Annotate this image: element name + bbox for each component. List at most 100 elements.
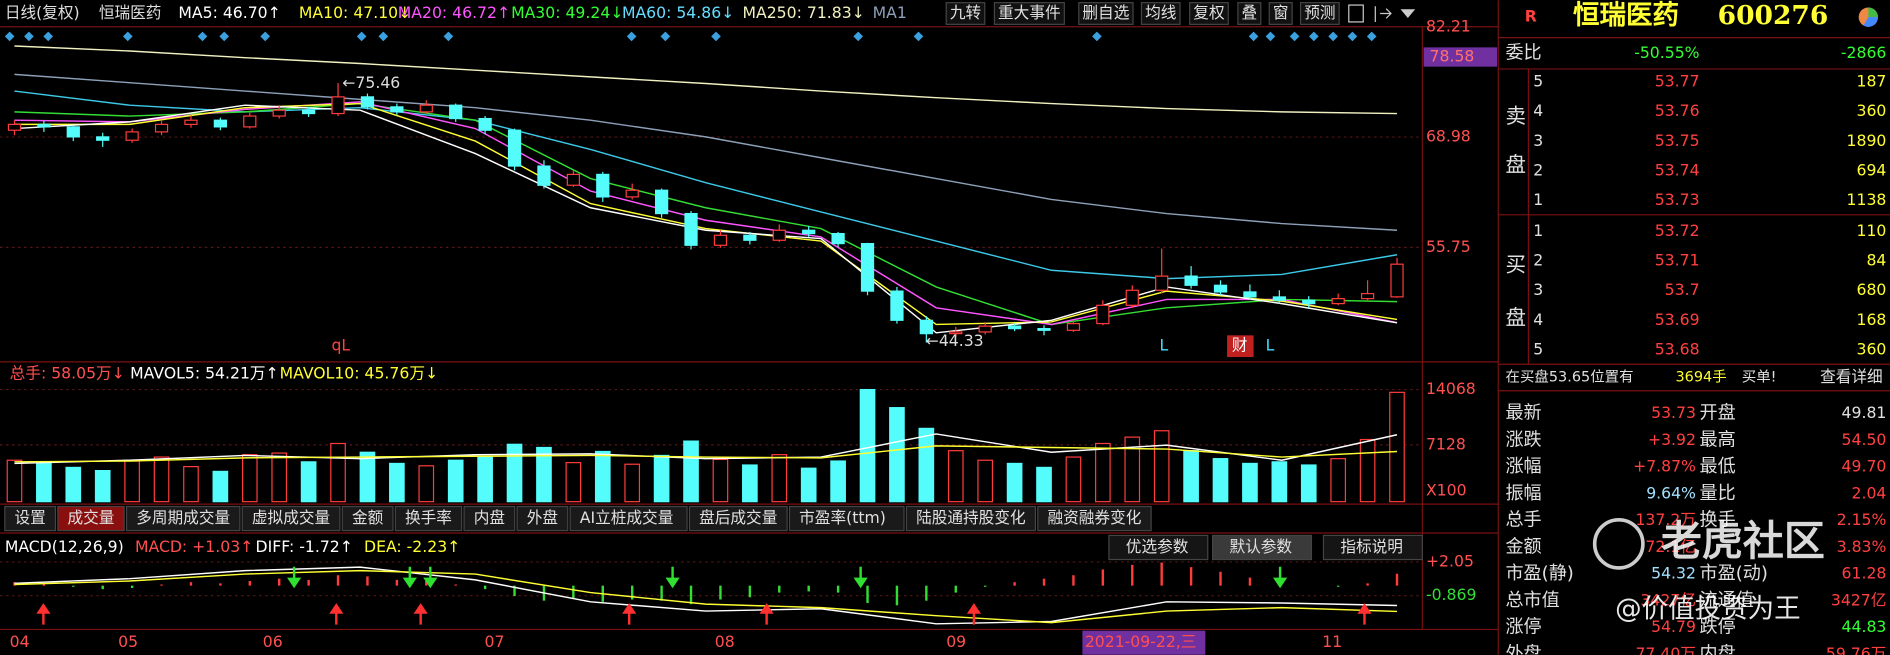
date-label: 06 [263, 632, 283, 651]
volume-bar [1359, 438, 1376, 503]
volume-bar [212, 470, 229, 503]
tab[interactable] [516, 505, 569, 532]
stat-value: 3427亿 [1831, 590, 1887, 609]
header-item: MA30: 49.24↓ [511, 3, 623, 22]
tab-label: 设置 [14, 508, 45, 527]
toolbar-button-box[interactable] [1268, 2, 1293, 25]
tab[interactable] [125, 505, 241, 532]
book-price: 53.68 [1655, 339, 1700, 358]
side-label: 盘 [1505, 152, 1526, 176]
tab[interactable] [1037, 505, 1152, 532]
stat-value: 137.2万 [1635, 510, 1695, 529]
header-item: 恒瑞医药 [99, 3, 162, 22]
volume-bar [359, 451, 376, 503]
tab[interactable] [463, 505, 516, 532]
tab[interactable] [57, 505, 125, 532]
candle-body [1331, 298, 1345, 305]
stat-label: 涨幅 [1505, 456, 1541, 477]
candle-body [213, 119, 228, 128]
annotation: ←75.46 [342, 73, 400, 92]
date-label: 07 [485, 632, 505, 651]
macd-button[interactable] [1322, 534, 1423, 561]
macd-button[interactable] [1211, 534, 1313, 561]
volume-bar [683, 440, 699, 503]
date-label: 04 [10, 632, 30, 651]
volume-title: MAVOL5: 54.21万↑ [130, 363, 279, 382]
header-item: MA5: 46.70↑ [178, 3, 280, 22]
candle-body [1155, 275, 1169, 291]
candle-body [596, 173, 610, 198]
candle-body [684, 212, 698, 246]
toolbar-button-box[interactable] [993, 2, 1065, 25]
book-level: 1 [1533, 221, 1543, 240]
stat-value: 54.32 [1651, 564, 1696, 583]
macd-button-label: 默认参数 [1229, 537, 1292, 556]
candle-body [1184, 275, 1198, 286]
candle-body [654, 189, 669, 215]
candle-body [125, 131, 139, 141]
book-volume: 694 [1856, 160, 1886, 179]
date-label: 2021-09-22,三 [1085, 632, 1197, 651]
tab-label: 外盘 [527, 508, 558, 527]
book-level: 1 [1533, 190, 1543, 209]
book-volume: 680 [1856, 280, 1886, 299]
stat-label: 振幅 [1505, 483, 1541, 504]
toolbar-button-box[interactable] [1189, 2, 1229, 25]
book-price: 53.7 [1665, 280, 1700, 299]
price-tick-label: 68.98 [1426, 127, 1471, 146]
book-volume: 187 [1856, 72, 1886, 91]
toolbar-button-box[interactable] [1078, 2, 1134, 25]
volume-tick-label: 14068 [1426, 379, 1476, 398]
tab[interactable] [4, 505, 57, 532]
header-item: 日线(复权) [5, 3, 80, 22]
volume-bar [653, 454, 670, 503]
candle-body [1096, 304, 1110, 325]
toolbar-button-box[interactable] [1140, 2, 1181, 25]
candle-body [831, 232, 845, 245]
toolbar-button-box[interactable] [945, 2, 986, 25]
tab-label: 陆股通持股变化 [916, 508, 1026, 527]
ma-line [14, 102, 1398, 326]
candle-body [449, 104, 463, 120]
sell-arrow [665, 566, 680, 589]
stat-label: 外盘 [1505, 644, 1541, 655]
tab[interactable] [788, 505, 905, 532]
book-volume: 360 [1856, 101, 1886, 120]
stat-label: 量比 [1700, 483, 1736, 504]
tab[interactable] [241, 505, 341, 532]
toolbar-button-box[interactable] [1299, 2, 1340, 25]
tab[interactable] [569, 505, 688, 532]
tab[interactable] [688, 505, 788, 532]
candle-body [301, 109, 316, 115]
toolbar-button: 九转 [950, 3, 981, 22]
stat-label: 市盈(动) [1700, 563, 1768, 584]
tab[interactable] [394, 505, 463, 532]
tab-label: 内盘 [474, 508, 505, 527]
candle-body [390, 106, 404, 113]
candle-body [507, 129, 522, 167]
macd-button[interactable] [1108, 534, 1209, 561]
buy-arrow [329, 603, 344, 625]
candle-body [537, 165, 551, 186]
watermark: 老虎社区 [1661, 517, 1825, 565]
volume-bar [565, 462, 582, 503]
toolbar-button-box[interactable] [1237, 2, 1262, 25]
candle-body [7, 123, 22, 131]
candle-body [1037, 328, 1051, 331]
book-price: 53.69 [1655, 310, 1700, 329]
candle-body [184, 119, 198, 125]
candle-body [360, 96, 375, 108]
volume-bar [1153, 430, 1170, 503]
volume-bar [1242, 462, 1258, 503]
candle-body [419, 104, 433, 113]
toolbar-icons [1348, 4, 1416, 23]
volume-bar [506, 443, 523, 503]
candle-body [919, 319, 933, 335]
macd-line [14, 569, 1398, 624]
volume-bar [124, 460, 140, 503]
volume-bar [1389, 391, 1405, 503]
tab[interactable] [905, 505, 1037, 532]
candle-body [978, 325, 992, 333]
annotation: qL [331, 336, 350, 355]
tab[interactable] [341, 505, 394, 532]
